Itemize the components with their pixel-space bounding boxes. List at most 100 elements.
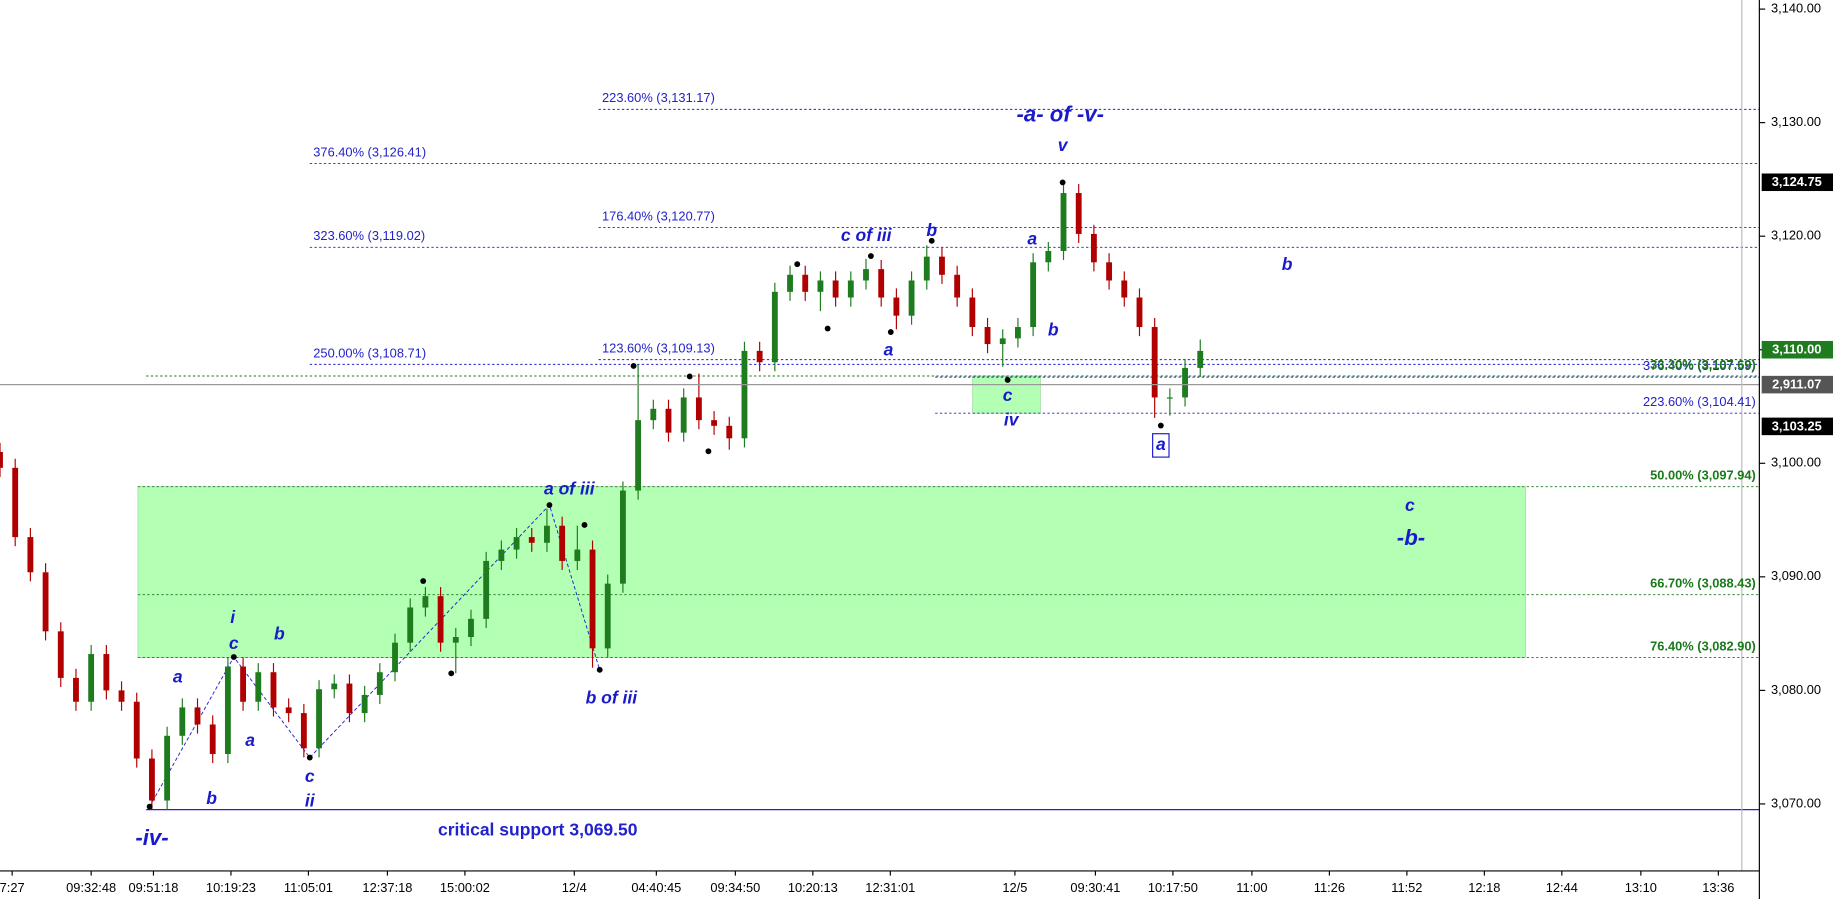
- wave-label: c: [305, 766, 315, 786]
- candle-body: [1015, 327, 1021, 339]
- wave-label: c: [1405, 495, 1415, 515]
- candle-body: [847, 280, 854, 298]
- candle-body: [240, 666, 247, 702]
- candle-body: [1197, 350, 1204, 368]
- candle-body: [73, 677, 79, 702]
- candle-body: [437, 596, 444, 643]
- candle-body: [756, 350, 763, 363]
- candle-body: [1060, 193, 1067, 251]
- fib-label: 33.30% (3,107.69): [1650, 357, 1756, 372]
- candle-body: [164, 735, 171, 801]
- pivot: [867, 253, 874, 259]
- x-tick-label: 11:00: [1236, 880, 1267, 895]
- candle-body: [483, 560, 490, 619]
- candle-body: [680, 397, 687, 433]
- x-tick-label: 04:40:45: [631, 880, 681, 895]
- candle-body: [12, 467, 19, 538]
- price-badge: [1761, 173, 1833, 192]
- candle-body: [984, 327, 991, 345]
- price-badge: [1761, 417, 1833, 436]
- candle-body: [468, 618, 474, 638]
- candle-body: [133, 701, 140, 759]
- candle-body: [954, 274, 961, 298]
- x-tick-label: 11:52: [1391, 880, 1422, 895]
- candle-body: [650, 408, 657, 421]
- fib-label: 323.60% (3,119.02): [313, 228, 425, 243]
- wave-label: -a- of -v-: [1016, 102, 1104, 127]
- candle-body: [149, 758, 155, 801]
- candle-body: [407, 607, 414, 643]
- fib-label: 376.40% (3,126.41): [313, 144, 426, 159]
- fib-label: 66.70% (3,088.43): [1650, 576, 1756, 591]
- x-tick-label: 12:31:01: [865, 880, 915, 895]
- pivot-dots: [146, 179, 1164, 810]
- candle-body: [392, 642, 398, 673]
- candle-body: [316, 689, 322, 749]
- x-tick-label: 10:17:50: [1148, 880, 1198, 895]
- candle-body: [88, 654, 95, 702]
- candle-body: [893, 297, 900, 316]
- candle-body: [1182, 367, 1188, 398]
- candle-body: [589, 549, 596, 649]
- candle-body: [300, 713, 307, 749]
- levels: [137, 108, 1760, 811]
- candle-body: [939, 256, 945, 275]
- wave-label: b: [926, 220, 937, 240]
- zone: [137, 486, 1526, 658]
- x-tick-label: 12:18: [1468, 880, 1500, 895]
- x-tick-label: 12:44: [1546, 880, 1578, 895]
- fib-label: 223.60% (3,104.41): [1643, 394, 1756, 409]
- y-tick-label: 3,070.00: [1771, 795, 1821, 810]
- wave-label: ii: [305, 791, 316, 811]
- candle-body: [1090, 233, 1097, 263]
- pivot: [146, 803, 153, 810]
- candle-body: [331, 683, 338, 690]
- candle-body: [57, 631, 64, 678]
- pivot: [1059, 179, 1066, 186]
- candle-body: [1136, 297, 1143, 328]
- x-tick-label: 11:05:01: [284, 880, 333, 895]
- pivot: [581, 521, 588, 528]
- x-tick-label: 12/5: [1002, 880, 1027, 895]
- price-badge-label: 3,124.75: [1772, 174, 1822, 189]
- wave-label: a of iii: [544, 478, 596, 498]
- wave-label: a: [1027, 228, 1037, 248]
- wave-label: a: [173, 667, 183, 687]
- candle-body: [969, 297, 976, 328]
- candle-body: [741, 350, 748, 439]
- candle-body: [361, 694, 368, 714]
- wave-box: [1152, 433, 1170, 458]
- candle-body: [604, 583, 611, 649]
- candle-body: [863, 269, 869, 281]
- candle-body: [528, 537, 535, 543]
- wave-label: c of iii: [841, 225, 893, 245]
- fib-label: 250.00% (3,108.71): [313, 345, 426, 360]
- candle-body: [513, 537, 520, 550]
- candle-body: [711, 420, 717, 426]
- pivot: [1157, 422, 1164, 429]
- fib-label: 50.00% (3,097.94): [1650, 468, 1756, 483]
- wave-label: c: [229, 633, 239, 653]
- candle-body: [619, 490, 626, 584]
- pivot: [630, 362, 637, 369]
- candle-body: [498, 549, 505, 561]
- candle-body: [1166, 397, 1173, 399]
- candle-body: [544, 525, 550, 543]
- y-tick-label: 3,100.00: [1771, 455, 1821, 470]
- pivot: [306, 754, 313, 761]
- candle-body: [1151, 327, 1158, 398]
- y-tick-label: 3,120.00: [1771, 228, 1821, 243]
- candle-body: [1045, 250, 1052, 263]
- fib-label: 176.40% (3,120.77): [602, 208, 715, 223]
- candles: [0, 182, 1204, 810]
- y-tick-label: 3,140.00: [1771, 0, 1821, 15]
- x-tick-label: 09:30:41: [1070, 880, 1120, 895]
- candle-body: [802, 274, 809, 292]
- candle-body: [787, 274, 793, 292]
- pivot: [596, 666, 603, 673]
- wave-label: a: [884, 339, 894, 359]
